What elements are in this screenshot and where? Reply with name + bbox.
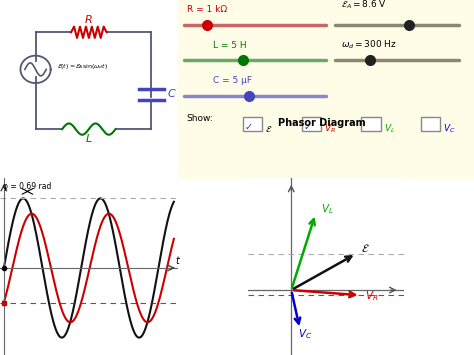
Text: Phasor Diagram: Phasor Diagram bbox=[278, 118, 365, 128]
Bar bbox=[178, 0, 474, 178]
Text: $V_C$: $V_C$ bbox=[443, 122, 456, 135]
Text: $\mathcal{E}_A = 8.6\ \mathrm{V}$: $\mathcal{E}_A = 8.6\ \mathrm{V}$ bbox=[341, 0, 387, 11]
Text: $V_R$: $V_R$ bbox=[324, 122, 337, 135]
Text: R = 1 kΩ: R = 1 kΩ bbox=[187, 5, 227, 15]
Text: t: t bbox=[175, 256, 179, 266]
Bar bbox=[302, 117, 321, 131]
Text: L: L bbox=[86, 134, 92, 144]
Text: $V_R$: $V_R$ bbox=[365, 289, 378, 302]
Bar bbox=[420, 117, 440, 131]
Text: C: C bbox=[167, 89, 175, 99]
Text: ✓: ✓ bbox=[304, 122, 312, 132]
Bar bbox=[361, 117, 381, 131]
Text: $\mathcal{E}$: $\mathcal{E}$ bbox=[265, 124, 273, 134]
Text: $\mathcal{E}(t) = \mathcal{E}_A \sin(\omega_d t)$: $\mathcal{E}(t) = \mathcal{E}_A \sin(\om… bbox=[57, 62, 108, 71]
Bar bbox=[243, 117, 262, 131]
Text: Show:: Show: bbox=[187, 114, 213, 123]
Text: $V_L$: $V_L$ bbox=[383, 122, 395, 135]
Text: φ = 0.69 rad: φ = 0.69 rad bbox=[3, 182, 52, 191]
Text: L = 5 H: L = 5 H bbox=[213, 41, 247, 50]
Text: $V_C$: $V_C$ bbox=[298, 328, 312, 342]
Text: $\omega_d = 300\ \mathrm{Hz}$: $\omega_d = 300\ \mathrm{Hz}$ bbox=[341, 39, 397, 51]
Text: C = 5 μF: C = 5 μF bbox=[213, 76, 252, 86]
Text: ✓: ✓ bbox=[245, 122, 253, 132]
Text: $V_L$: $V_L$ bbox=[321, 202, 333, 216]
Text: $\mathcal{E}$: $\mathcal{E}$ bbox=[361, 242, 369, 254]
Text: R: R bbox=[85, 15, 93, 24]
